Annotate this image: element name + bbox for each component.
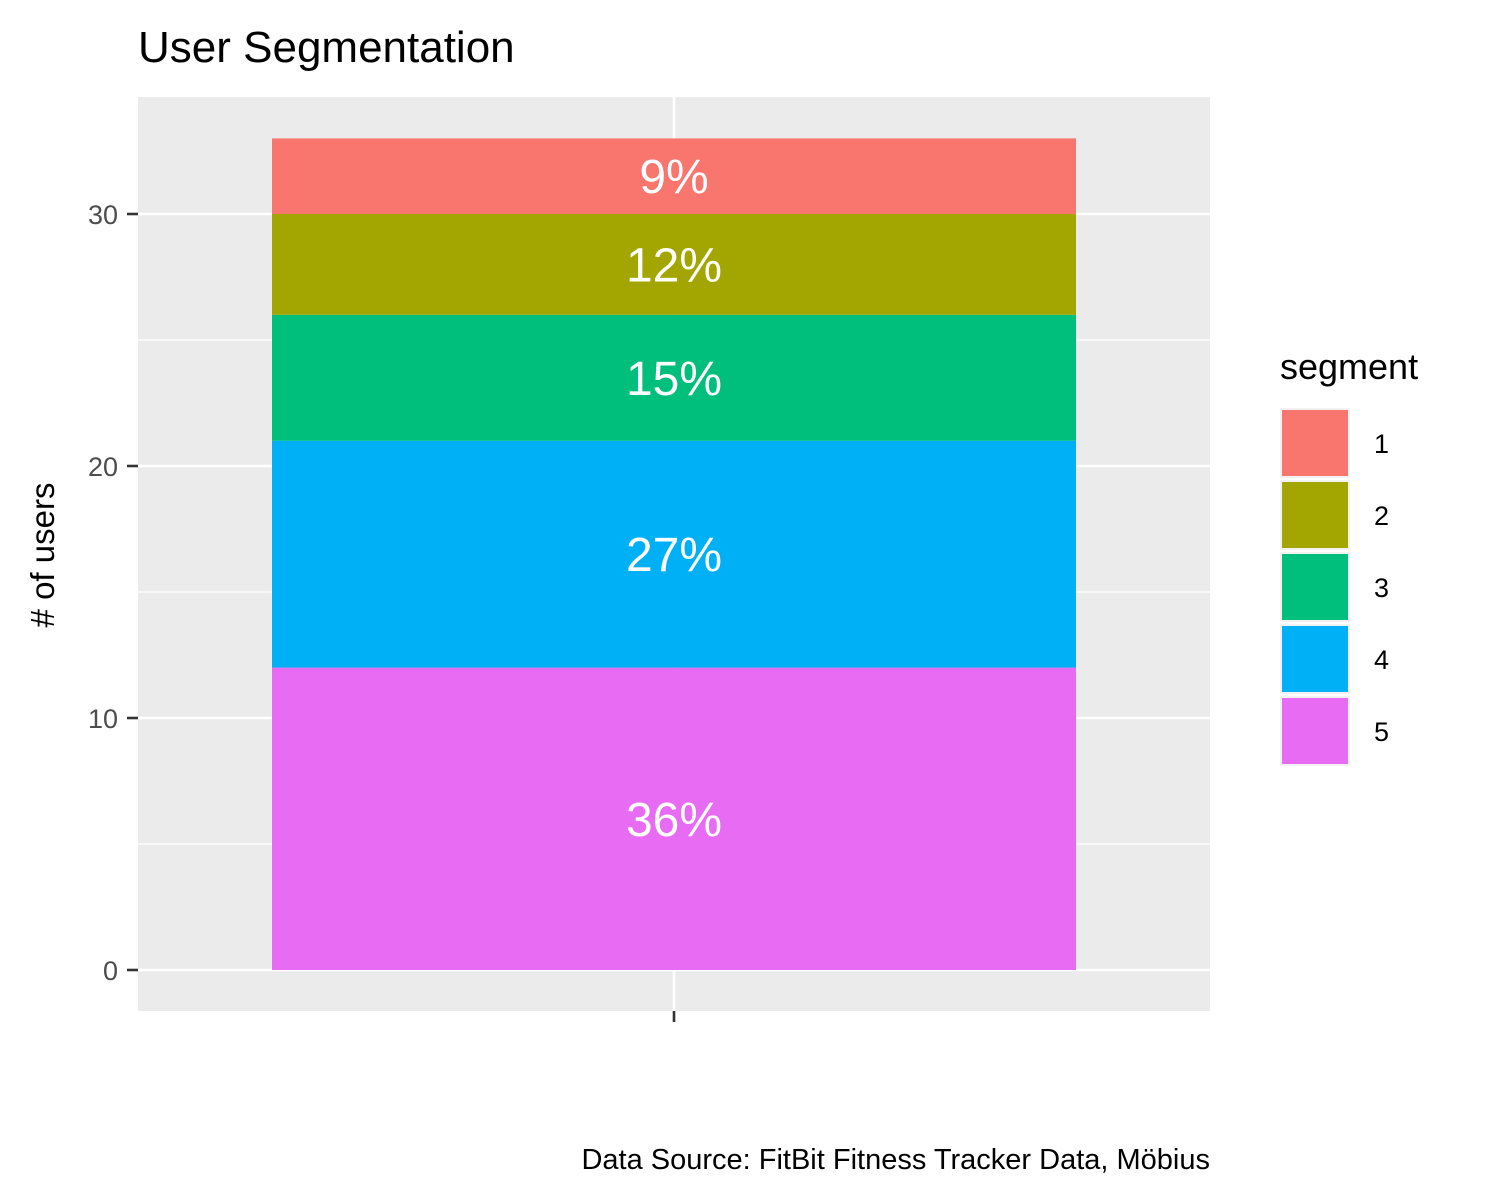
legend-swatch-1 [1282,410,1348,476]
chart-title: User Segmentation [138,23,515,72]
legend-swatch-4 [1282,626,1348,692]
y-tick-label: 10 [88,704,118,734]
legend-label-1: 1 [1374,429,1389,459]
legend-swatch-2 [1282,482,1348,548]
y-tick-label: 0 [103,956,118,986]
legend-label-3: 3 [1374,573,1389,603]
y-tick-label: 30 [88,200,118,230]
segment-label-5: 36% [626,794,722,847]
y-axis: 0 10 20 30 [88,200,676,1022]
segment-label-2: 12% [626,239,722,292]
y-tick-label: 20 [88,452,118,482]
legend-title: segment [1280,346,1418,387]
segment-label-3: 15% [626,353,722,406]
segment-label-4: 27% [626,529,722,582]
bar-segment-2 [272,214,1076,315]
bar-segment-4 [272,440,1076,668]
data-source-caption: Data Source: FitBit Fitness Tracker Data… [581,1144,1210,1176]
legend-swatch-5 [1282,698,1348,764]
bar-stack [272,138,1076,970]
legend-swatch-3 [1282,554,1348,620]
bar-segment-3 [272,314,1076,441]
bar-segment-5 [272,667,1076,970]
segment-label-1: 9% [639,151,708,204]
y-axis-title: # of users [24,483,61,628]
bar-segment-1 [272,138,1076,214]
legend-label-2: 2 [1374,501,1389,531]
legend-label-5: 5 [1374,717,1389,747]
legend: segment 1 2 3 4 5 [1280,346,1418,766]
segment-labels: 36% 27% 15% 12% 9% [626,151,722,847]
legend-label-4: 4 [1374,645,1389,675]
